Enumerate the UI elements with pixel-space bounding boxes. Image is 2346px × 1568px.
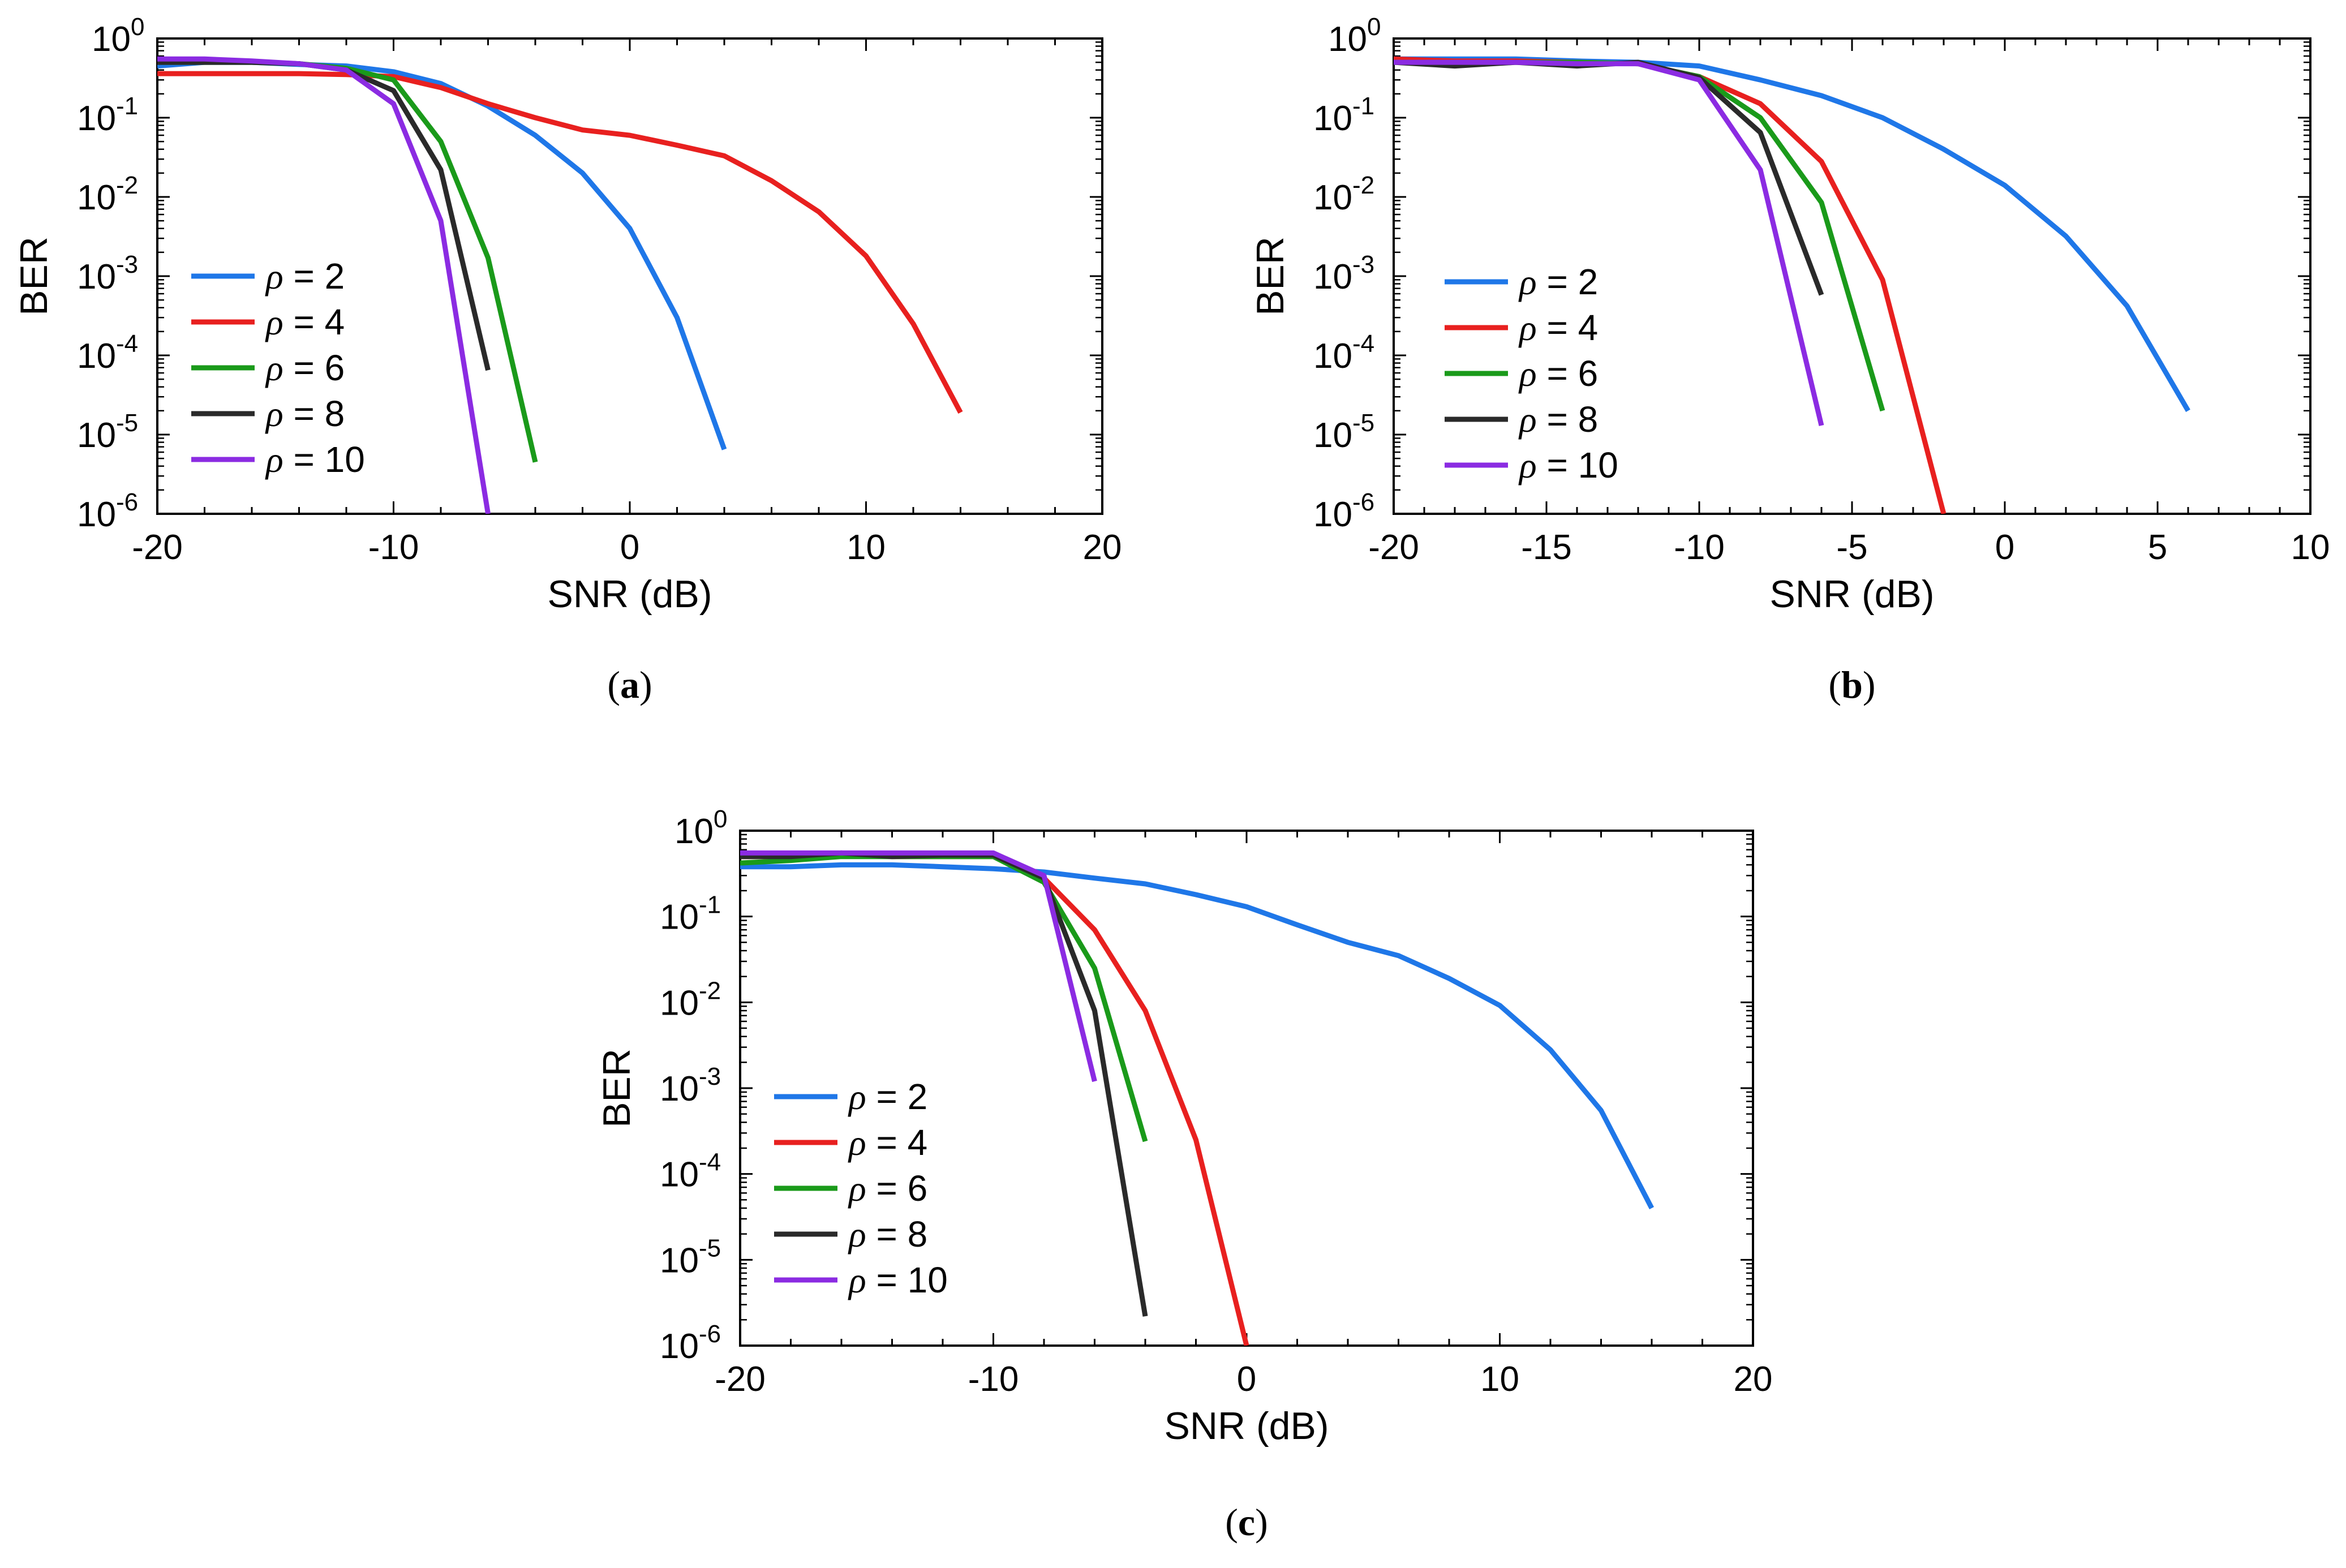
x-tick-label: 10 [2291,528,2330,567]
y-tick-label: 10-3 [660,1063,721,1109]
y-tick-label: 10-1 [77,92,138,138]
chart-panel-b: -20 -15 -10 -5 0 5 10 10-6 10-5 10-4 10-3 10-2 10-1 1… [1249,13,2330,706]
x-tick-label: -20 [132,528,183,567]
series-line-rho-10 [157,56,491,514]
series-line-rho-10 [1394,59,1824,427]
y-tick-label: 10-1 [1313,92,1374,138]
panel-caption: (b) [1828,663,1875,706]
y-tick-label: 10-2 [77,171,138,217]
x-tick-label: -15 [1521,528,1572,567]
x-axis-label: SNR (dB) [548,573,712,616]
legend-label-rho-6: ρ = 6 [265,347,345,388]
y-tick-label: 100 [1328,13,1381,59]
y-tick-label: 100 [92,13,144,59]
y-tick-label: 10-2 [1313,171,1374,217]
chart-panel-a: -20 -10 0 10 20 10-6 10-5 10-4 10-3 10-2 10-1 100 SN… [12,13,1122,706]
y-tick-label: 10-2 [660,977,721,1023]
x-tick-label: 10 [1480,1360,1519,1399]
legend-label-rho-4: ρ = 4 [265,302,345,342]
x-tick-label: 20 [1083,528,1122,567]
legend-label-rho-4: ρ = 4 [1518,307,1598,348]
x-tick-label: -10 [368,528,419,567]
x-tick-label: -10 [968,1360,1019,1399]
legend-label-rho-4: ρ = 4 [848,1122,927,1163]
legend-label-rho-10: ρ = 10 [265,439,365,480]
y-tick-label: 10-6 [660,1320,721,1366]
x-tick-label: 0 [1237,1360,1256,1399]
x-tick-label: -10 [1674,528,1725,567]
y-tick-label: 100 [674,805,727,851]
series-line-rho-4 [157,71,963,414]
chart-panel-c: -20 -10 0 10 20 10-6 10-5 10-4 10-3 10-2 10-1 100 SN… [595,805,1772,1544]
x-tick-label: 10 [847,528,886,567]
x-axis-label: SNR (dB) [1770,573,1935,616]
y-tick-label: 10-5 [1313,409,1374,455]
series-line-rho-2 [740,862,1654,1210]
legend-label-rho-8: ρ = 8 [1518,399,1598,440]
y-tick-label: 10-4 [660,1149,721,1195]
panel-caption: (c) [1225,1501,1268,1544]
x-tick-label: -5 [1836,528,1867,567]
x-tick-label: 0 [1995,528,2014,567]
x-axis-label: SNR (dB) [1165,1404,1329,1447]
legend-label-rho-6: ρ = 6 [1518,353,1598,394]
y-tick-label: 10-5 [77,409,138,455]
y-tick-label: 10-1 [660,891,721,937]
panel-caption: (a) [607,663,652,706]
y-tick-label: 10-4 [1313,330,1374,376]
legend-label-rho-10: ρ = 10 [848,1260,948,1300]
y-tick-label: 10-4 [77,330,138,376]
legend-label-rho-10: ρ = 10 [1518,445,1618,486]
x-tick-label: -20 [715,1360,766,1399]
y-tick-label: 10-6 [77,488,138,534]
x-tick-label: 20 [1734,1360,1773,1399]
y-axis-label: BER [595,1049,638,1128]
x-tick-label: 5 [2148,528,2167,567]
y-axis-label: BER [12,237,55,316]
y-tick-label: 10-3 [1313,251,1374,297]
y-tick-label: 10-6 [1313,488,1374,534]
legend-label-rho-2: ρ = 2 [1518,261,1598,302]
y-tick-label: 10-5 [660,1234,721,1280]
series-line-rho-10 [740,850,1097,1082]
y-axis-label: BER [1249,237,1292,316]
legend-label-rho-8: ρ = 8 [848,1214,927,1255]
x-tick-label: -20 [1368,528,1419,567]
x-tick-label: 0 [620,528,639,567]
legend-label-rho-2: ρ = 2 [848,1076,927,1117]
y-tick-label: 10-3 [77,251,138,297]
legend-label-rho-2: ρ = 2 [265,256,345,297]
legend-label-rho-6: ρ = 6 [848,1168,927,1209]
legend-label-rho-8: ρ = 8 [265,393,345,434]
